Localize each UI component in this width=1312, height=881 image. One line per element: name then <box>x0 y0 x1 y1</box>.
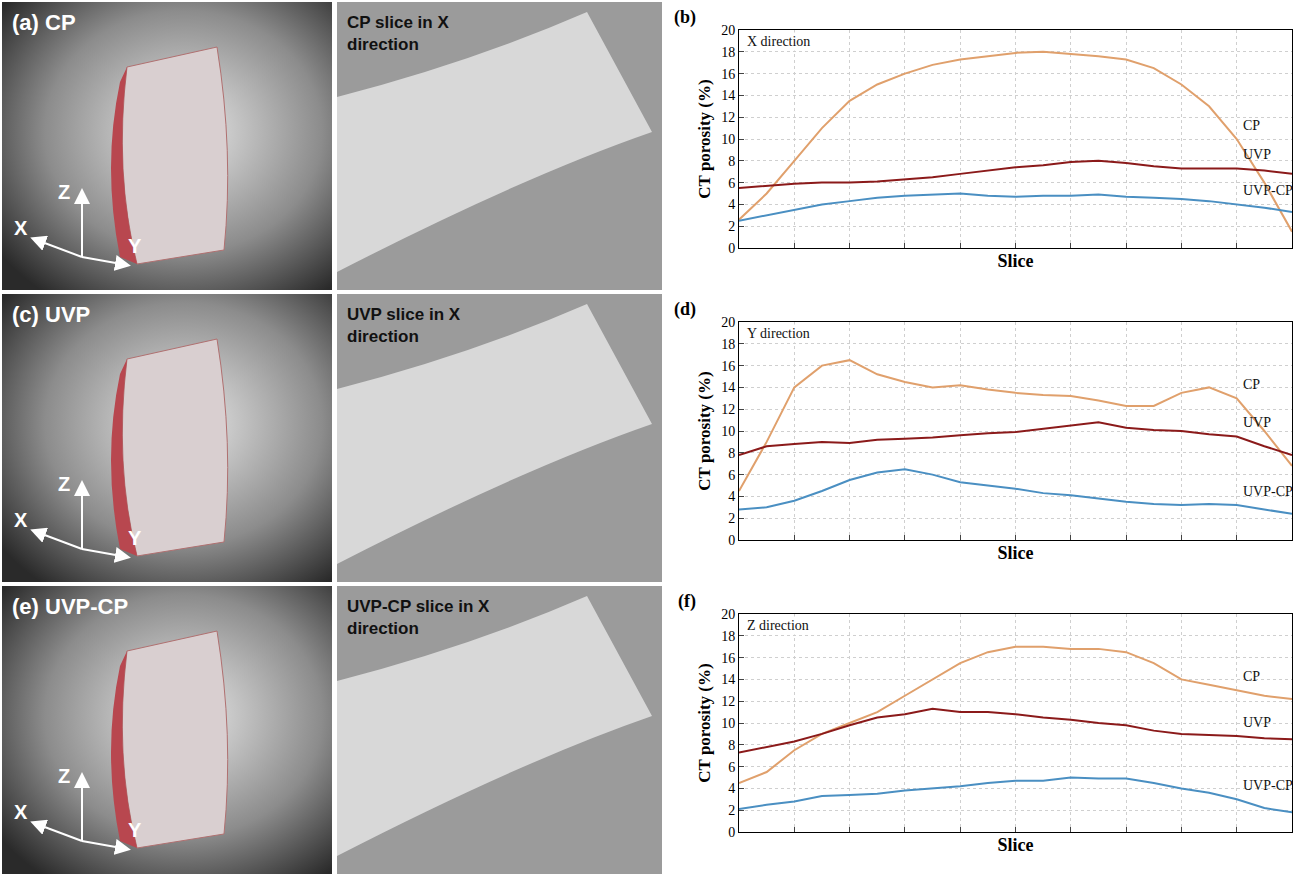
svg-text:Slice: Slice <box>998 251 1034 271</box>
svg-text:6: 6 <box>728 468 735 483</box>
svg-text:16: 16 <box>721 651 735 666</box>
svg-text:Y direction: Y direction <box>747 326 810 341</box>
svg-text:CT porosity (%): CT porosity (%) <box>695 663 714 782</box>
svg-text:(e) UVP-CP: (e) UVP-CP <box>12 594 128 619</box>
svg-text:(f): (f) <box>678 591 696 612</box>
svg-text:20: 20 <box>721 607 735 622</box>
svg-text:8: 8 <box>728 154 735 169</box>
svg-text:Y: Y <box>128 527 142 549</box>
svg-text:2: 2 <box>728 219 735 234</box>
svg-text:14: 14 <box>721 380 735 395</box>
svg-text:0: 0 <box>728 533 735 548</box>
svg-text:16: 16 <box>721 67 735 82</box>
svg-text:10: 10 <box>721 424 735 439</box>
svg-text:12: 12 <box>721 110 735 125</box>
svg-text:14: 14 <box>721 672 735 687</box>
svg-text:UVP: UVP <box>1243 147 1271 162</box>
svg-text:Slice: Slice <box>998 835 1034 855</box>
svg-text:UVP: UVP <box>1243 415 1271 430</box>
svg-text:10: 10 <box>721 132 735 147</box>
svg-text:4: 4 <box>728 489 735 504</box>
svg-text:UVP-CP: UVP-CP <box>1243 484 1293 499</box>
svg-text:0: 0 <box>728 241 735 256</box>
svg-text:CP: CP <box>1243 118 1260 133</box>
svg-text:4: 4 <box>728 197 735 212</box>
svg-text:2: 2 <box>728 511 735 526</box>
svg-text:(a) CP: (a) CP <box>12 10 76 35</box>
svg-text:direction: direction <box>347 35 419 54</box>
svg-text:20: 20 <box>721 23 735 38</box>
svg-text:UVP-CP: UVP-CP <box>1243 183 1293 198</box>
svg-text:8: 8 <box>728 446 735 461</box>
svg-text:UVP-CP slice in X: UVP-CP slice in X <box>347 597 490 616</box>
svg-text:Z: Z <box>58 181 70 203</box>
svg-text:14: 14 <box>721 88 735 103</box>
svg-text:X: X <box>14 217 28 239</box>
svg-text:Z: Z <box>58 765 70 787</box>
svg-text:Y: Y <box>128 235 142 257</box>
svg-text:(b): (b) <box>674 7 696 28</box>
svg-text:CP slice in X: CP slice in X <box>347 13 449 32</box>
svg-text:UVP-CP: UVP-CP <box>1243 778 1293 793</box>
svg-text:CT porosity (%): CT porosity (%) <box>695 371 714 490</box>
svg-text:8: 8 <box>728 738 735 753</box>
svg-text:X: X <box>14 509 28 531</box>
svg-text:direction: direction <box>347 619 419 638</box>
svg-text:4: 4 <box>728 781 735 796</box>
svg-text:10: 10 <box>721 716 735 731</box>
svg-text:UVP: UVP <box>1243 715 1271 730</box>
svg-text:(d): (d) <box>674 299 696 320</box>
svg-text:X direction: X direction <box>747 34 810 49</box>
svg-text:18: 18 <box>721 45 735 60</box>
svg-text:direction: direction <box>347 327 419 346</box>
svg-text:18: 18 <box>721 337 735 352</box>
svg-text:0: 0 <box>728 825 735 840</box>
svg-text:6: 6 <box>728 760 735 775</box>
svg-text:2: 2 <box>728 803 735 818</box>
svg-text:UVP slice in X: UVP slice in X <box>347 305 461 324</box>
svg-text:12: 12 <box>721 694 735 709</box>
svg-text:12: 12 <box>721 402 735 417</box>
svg-text:6: 6 <box>728 176 735 191</box>
svg-text:CP: CP <box>1243 377 1260 392</box>
svg-text:Slice: Slice <box>998 543 1034 563</box>
svg-text:CT porosity (%): CT porosity (%) <box>695 79 714 198</box>
svg-text:Y: Y <box>128 819 142 841</box>
svg-text:Z: Z <box>58 473 70 495</box>
svg-text:18: 18 <box>721 629 735 644</box>
svg-text:CP: CP <box>1243 669 1260 684</box>
svg-text:(c) UVP: (c) UVP <box>12 302 90 327</box>
svg-text:Z direction: Z direction <box>747 618 809 633</box>
svg-text:16: 16 <box>721 359 735 374</box>
svg-text:X: X <box>14 801 28 823</box>
svg-text:20: 20 <box>721 315 735 330</box>
